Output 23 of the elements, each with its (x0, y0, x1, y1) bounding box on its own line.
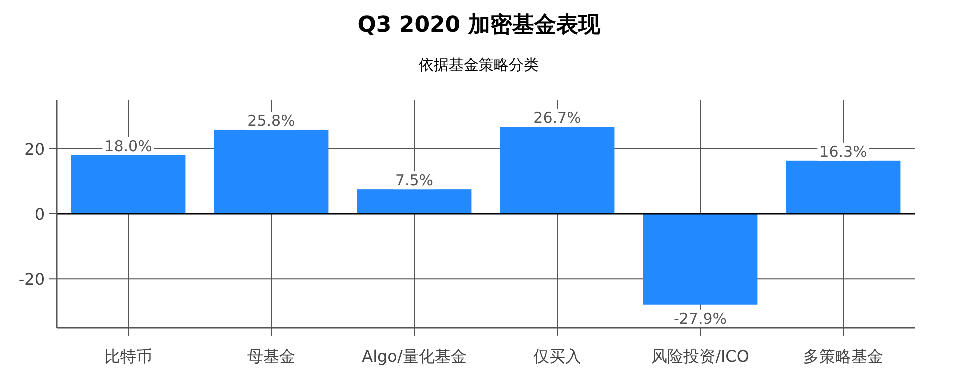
x-tick-label: Algo/量化基金 (362, 347, 467, 366)
label: -27.9% (672, 310, 730, 328)
label: 18.0% (102, 137, 154, 156)
bar (214, 130, 329, 214)
y-tick-label: -20 (18, 270, 45, 290)
chart-subtitle: 依据基金策略分类 (419, 56, 539, 74)
x-tick-label: 风险投资/ICO (652, 347, 750, 366)
x-tick-label: 多策略基金 (804, 347, 884, 366)
bar (786, 160, 901, 214)
x-tick-label: 仅买入 (534, 347, 582, 366)
x-tick-label: 比特币 (104, 347, 152, 366)
bar (643, 214, 758, 305)
bar (500, 127, 615, 214)
bar (357, 190, 472, 214)
x-tick-label: 母基金 (248, 347, 296, 366)
label: 26.7% (532, 109, 584, 128)
bar (71, 155, 186, 214)
y-tick-label: 0 (34, 205, 45, 224)
label: 16.3% (818, 142, 870, 161)
chart-title: Q3 2020 加密基金表现 (358, 12, 602, 38)
label: 25.8% (246, 112, 298, 130)
label: 7.5% (393, 172, 436, 190)
y-tick-label: 20 (24, 140, 45, 159)
